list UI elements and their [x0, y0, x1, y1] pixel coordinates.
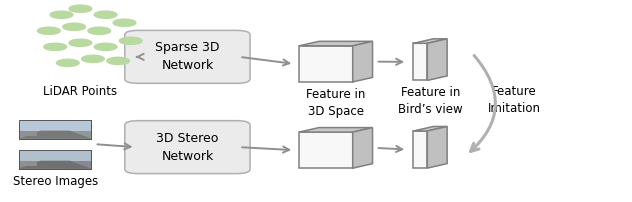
- Text: Stereo Images: Stereo Images: [13, 175, 98, 188]
- Text: 3D Stereo
Network: 3D Stereo Network: [156, 132, 219, 163]
- Polygon shape: [353, 128, 372, 168]
- Circle shape: [119, 37, 142, 44]
- Polygon shape: [353, 41, 372, 82]
- Circle shape: [63, 23, 85, 30]
- Circle shape: [37, 27, 60, 34]
- Circle shape: [94, 43, 117, 50]
- Bar: [19, 150, 92, 169]
- Text: Feature in
Bird’s view: Feature in Bird’s view: [398, 86, 463, 117]
- Polygon shape: [19, 161, 92, 169]
- Bar: [19, 131, 37, 136]
- FancyBboxPatch shape: [125, 121, 250, 174]
- Circle shape: [88, 27, 111, 34]
- Polygon shape: [413, 39, 447, 43]
- Polygon shape: [413, 131, 427, 168]
- Polygon shape: [427, 39, 447, 80]
- Polygon shape: [299, 132, 353, 168]
- Polygon shape: [19, 131, 92, 139]
- Bar: [19, 120, 92, 139]
- Text: Feature
Imitation: Feature Imitation: [488, 85, 541, 116]
- Circle shape: [107, 57, 130, 64]
- Circle shape: [82, 55, 104, 62]
- Polygon shape: [427, 126, 447, 168]
- FancyArrowPatch shape: [471, 56, 495, 151]
- Bar: [19, 120, 92, 131]
- Text: LiDAR Points: LiDAR Points: [44, 85, 118, 98]
- Polygon shape: [413, 126, 447, 131]
- Circle shape: [50, 11, 73, 18]
- Bar: [19, 161, 37, 166]
- FancyBboxPatch shape: [125, 30, 250, 83]
- Circle shape: [69, 39, 92, 46]
- Bar: [19, 150, 92, 169]
- Bar: [19, 120, 92, 139]
- Polygon shape: [413, 43, 427, 80]
- Polygon shape: [299, 128, 372, 132]
- Circle shape: [69, 5, 92, 12]
- Circle shape: [94, 11, 117, 18]
- Bar: [19, 150, 92, 161]
- Text: Sparse 3D
Network: Sparse 3D Network: [155, 41, 220, 72]
- Circle shape: [56, 59, 79, 66]
- Polygon shape: [299, 46, 353, 82]
- Text: Feature in
3D Space: Feature in 3D Space: [306, 88, 365, 118]
- Polygon shape: [299, 41, 372, 46]
- Circle shape: [113, 19, 136, 26]
- Circle shape: [44, 43, 66, 50]
